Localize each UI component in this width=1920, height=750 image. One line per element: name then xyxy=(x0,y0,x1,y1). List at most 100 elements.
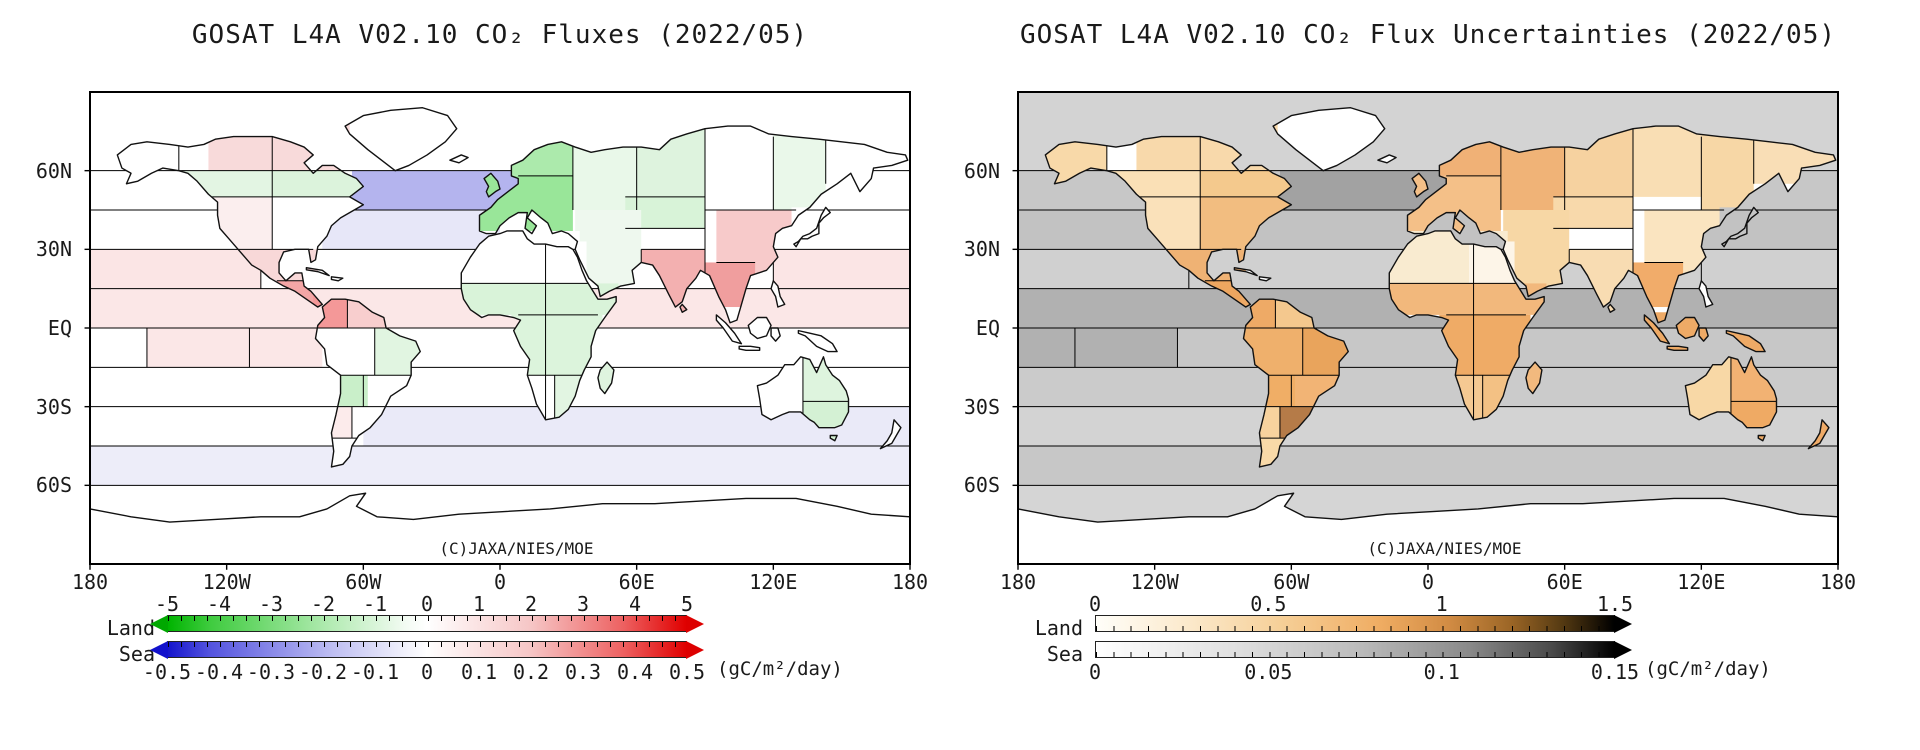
ocean-band xyxy=(146,328,323,368)
colorbar-tick-label: 0.4 xyxy=(616,660,654,684)
sea-colorbar-ticks: 0 0.05 0.1 0.15 xyxy=(1089,660,1639,684)
coastline-iceland xyxy=(450,155,468,163)
coastline-antarctica xyxy=(1018,493,1838,564)
credit-text: (C)JAXA/NIES/MOE xyxy=(439,539,594,558)
world-map-svg xyxy=(90,92,910,564)
coastline-sam xyxy=(1244,299,1349,467)
land-region-east-siberia xyxy=(1701,133,1754,210)
colorbar-minor-ticks xyxy=(1096,652,1614,657)
coastline-eurasia xyxy=(1408,126,1836,323)
coastline-tasmania xyxy=(830,436,837,441)
lon-tick-label: 120W xyxy=(202,570,251,594)
coastline-newguinea xyxy=(798,331,837,352)
coastline-hispaniola xyxy=(1259,277,1270,281)
coastline-greenland xyxy=(345,108,457,171)
colorbar-tick-label: -0.4 xyxy=(194,660,244,684)
coastline-nz xyxy=(880,420,901,449)
lon-tick-label: 0 xyxy=(493,570,507,594)
lat-tick-label: 30S xyxy=(35,394,72,419)
coastline-java xyxy=(739,346,760,350)
colorbar-tick-label: 1.5 xyxy=(1596,592,1634,616)
flux-map-panel: GOSAT L4A V02.10 CO₂ Fluxes (2022/05) 60… xyxy=(10,20,929,684)
colorbar-left-arrow xyxy=(150,640,168,659)
sea-colorbar-label: Sea xyxy=(118,642,155,666)
coastline-madag xyxy=(598,362,614,393)
lat-tick-label: 60S xyxy=(963,473,1000,498)
colorbar-tick-label: -2 xyxy=(310,592,336,616)
lon-tick-label: 60W xyxy=(1273,570,1310,594)
coastline-srilanka xyxy=(1608,304,1615,312)
ocean-band xyxy=(773,249,910,289)
lon-tick-label: 60E xyxy=(1546,570,1583,594)
longitude-axis: 180 120W 60W 0 60E 120E 180 xyxy=(1000,570,1856,596)
latitude-axis: 60N 30N EQ 30S 60S xyxy=(938,92,1008,564)
colorbar-units: (gC/m²/day) xyxy=(1645,658,1771,680)
coastline-madag xyxy=(1526,362,1542,393)
lat-tick-label: EQ xyxy=(47,316,72,340)
lon-tick-label: 180 xyxy=(891,570,929,594)
colorbar-tick-label: -0.2 xyxy=(298,660,348,684)
ocean-band xyxy=(90,446,910,486)
latitude-axis: 60N 30N EQ 30S 60S xyxy=(10,92,80,564)
colorbar-tick-label: -4 xyxy=(206,592,232,616)
colorbar-tick-label: 0.15 xyxy=(1590,660,1640,684)
colorbar-legend: Land Sea 0 0.5 1 1.5 0 0.05 0.1 0.15 (gC/m²/da… xyxy=(1023,592,1783,690)
coastline-cuba xyxy=(306,268,329,276)
coastline-cuba xyxy=(1234,268,1257,276)
coastline-japan xyxy=(794,207,830,246)
colorbar-tick-label: 0.5 xyxy=(1250,592,1287,616)
coastline-sulawesi xyxy=(771,328,780,341)
lat-tick-label: 60S xyxy=(35,473,72,498)
coastline-na xyxy=(117,137,363,307)
colorbar-tick-label: 0 xyxy=(420,592,434,616)
lat-tick-label: 60N xyxy=(35,158,72,183)
coastline-africa xyxy=(461,231,616,420)
coastline-srilanka xyxy=(680,304,687,312)
colorbar-tick-label: -3 xyxy=(258,592,284,616)
page-title: GOSAT L4A V02.10 CO₂ Flux Uncertainties … xyxy=(1019,20,1836,50)
sea-colorbar-label: Sea xyxy=(1046,642,1083,666)
coastline-sumatra xyxy=(716,315,741,344)
land-region-central-siberia xyxy=(1633,123,1702,197)
lon-tick-label: 180 xyxy=(1819,570,1857,594)
coastline-philippines xyxy=(771,281,785,307)
coastline-sam xyxy=(316,299,421,467)
land-region-sa-central xyxy=(336,375,368,407)
sea-colorbar-ticks: -0.5 -0.4 -0.3 -0.2 -0.1 0 0.1 0.2 0.3 0.4 0.5 xyxy=(143,660,705,684)
coastline-africa xyxy=(1389,231,1544,420)
coastline-australia xyxy=(757,357,848,428)
coastline-na xyxy=(1045,137,1291,307)
colorbar-tick-label: 4 xyxy=(628,592,642,616)
sea-colorbar xyxy=(1095,640,1632,659)
coastline-uk xyxy=(484,173,500,197)
coastline-newguinea xyxy=(1726,331,1765,352)
land-region-central-siberia xyxy=(705,123,774,197)
coastline-hispaniola xyxy=(331,277,342,281)
coastline-borneo xyxy=(748,318,771,339)
world-map-svg xyxy=(1018,92,1838,564)
colorbar-tick-label: 2 xyxy=(524,592,538,616)
coastline-nz xyxy=(1808,420,1829,449)
lat-tick-label: 30S xyxy=(963,394,1000,419)
coastline-australia xyxy=(1685,357,1776,428)
colorbar-tick-label: 0.05 xyxy=(1244,660,1293,684)
colorbar-tick-label: -5 xyxy=(154,592,180,616)
credit-text: (C)JAXA/NIES/MOE xyxy=(1367,539,1522,558)
land-colorbar-ticks: -5 -4 -3 -2 -1 0 1 2 3 4 5 xyxy=(155,592,693,616)
ocean-band xyxy=(1018,328,1178,368)
coastline-philippines xyxy=(1699,281,1713,307)
coastline-uk xyxy=(1412,173,1428,197)
coastline-antarctica xyxy=(90,493,910,564)
colorbar-minor-ticks xyxy=(168,616,686,621)
coastline-greenland xyxy=(1273,108,1385,171)
lat-tick-label: 30N xyxy=(35,237,72,262)
colorbar-minor-ticks xyxy=(1096,626,1614,631)
colorbar-tick-label: 1 xyxy=(472,592,486,616)
colorbar-tick-label: 0 xyxy=(1088,592,1102,616)
lon-tick-label: 120E xyxy=(749,570,798,594)
colorbar-tick-label: -0.5 xyxy=(142,660,192,684)
coastline-japan xyxy=(1722,207,1758,246)
colorbar-minor-ticks xyxy=(168,642,686,647)
lon-tick-label: 0 xyxy=(1421,570,1435,594)
coastline-java xyxy=(1667,346,1688,350)
